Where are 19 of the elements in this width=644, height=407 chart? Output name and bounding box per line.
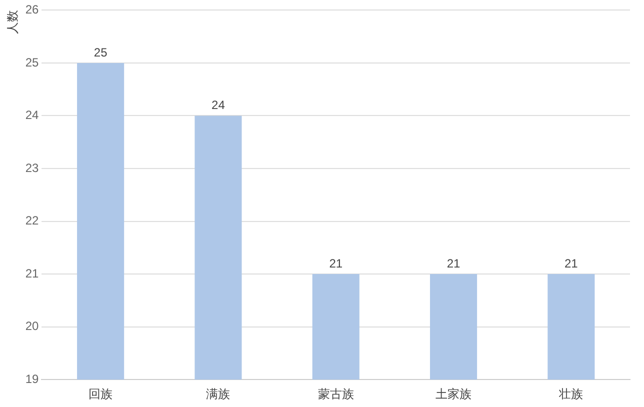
y-tick-label: 23 bbox=[25, 160, 40, 175]
y-axis-title: 人数 bbox=[6, 10, 20, 34]
data-label: 21 bbox=[329, 256, 343, 270]
x-tick-label: 蒙古族 bbox=[318, 387, 354, 402]
y-tick-label: 26 bbox=[25, 2, 40, 17]
data-label: 21 bbox=[446, 256, 461, 270]
x-tick-label: 土家族 bbox=[436, 387, 472, 402]
y-tick-label: 19 bbox=[25, 372, 40, 386]
y-tick-label: 20 bbox=[25, 319, 40, 334]
y-tick-label: 25 bbox=[25, 55, 40, 70]
data-label: 21 bbox=[564, 256, 578, 270]
y-tick-label: 22 bbox=[25, 214, 40, 228]
data-label: 25 bbox=[94, 45, 108, 60]
data-label: 24 bbox=[212, 98, 226, 112]
y-tick-label: 21 bbox=[25, 266, 40, 280]
x-tick-label: 回族 bbox=[88, 387, 113, 402]
x-tick-label: 壮族 bbox=[558, 387, 584, 402]
y-tick-label: 24 bbox=[25, 108, 40, 122]
x-tick-label: 满族 bbox=[206, 387, 230, 402]
